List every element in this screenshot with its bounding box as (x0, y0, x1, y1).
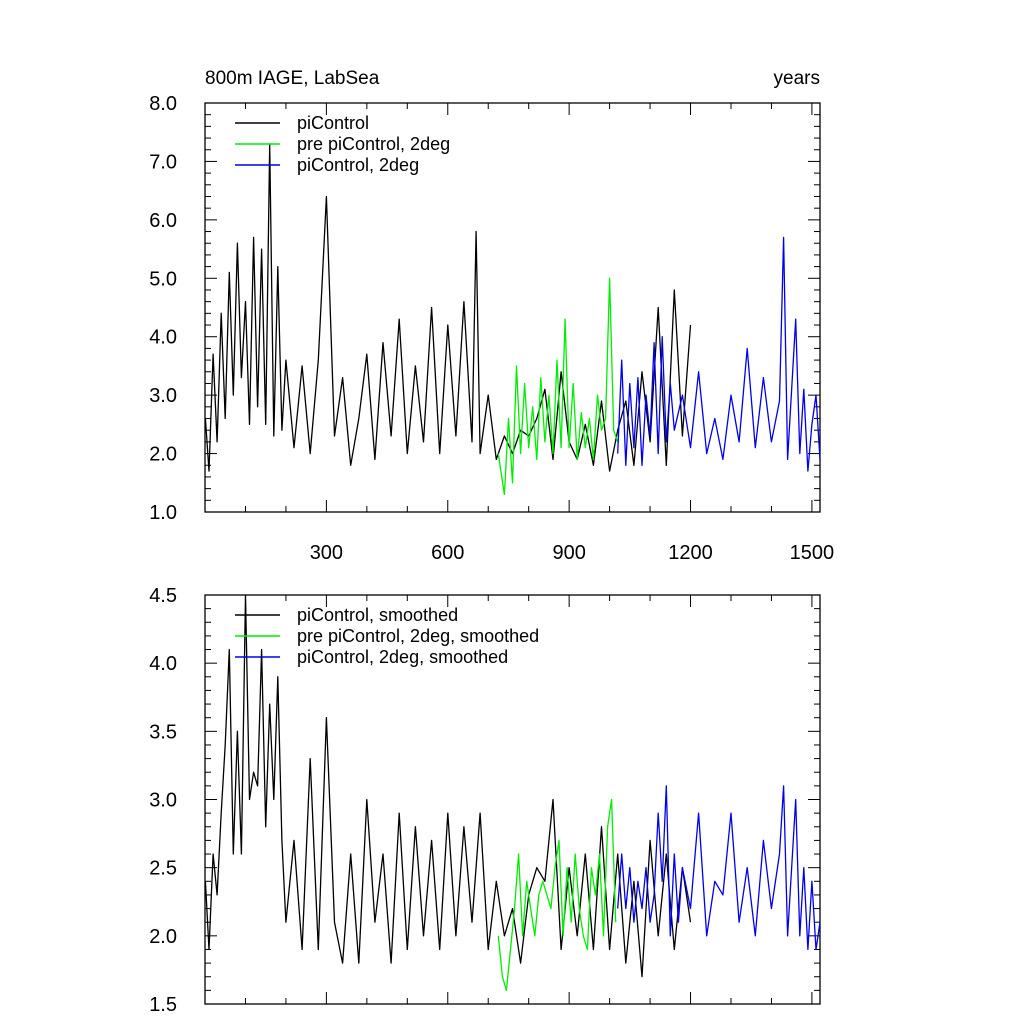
x-tick-label: 1200 (668, 542, 713, 564)
y-tick-label: 2.0 (149, 926, 177, 948)
y-tick-label: 6.0 (149, 210, 177, 232)
legend-label-3: piControl, 2deg (297, 155, 419, 175)
y-tick-label: 2.0 (149, 444, 177, 466)
series-line-1 (204, 143, 692, 472)
x-tick-label: 1500 (790, 542, 835, 564)
series-line-2 (497, 798, 617, 992)
y-tick-label: 4.5 (149, 585, 177, 607)
bottom-panel: 1.5 2.0 2.5 3.0 3.5 4.0 4.5 piControl, smoothe… (149, 585, 821, 1016)
y-tick-label: 5.0 (149, 268, 177, 290)
bottom-panel-ticks: 1.5 2.0 2.5 3.0 3.5 4.0 4.5 (149, 585, 820, 1016)
y-tick-label: 3.0 (149, 385, 177, 407)
top-panel-title: 800m IAGE, LabSea (205, 68, 380, 89)
y-tick-label: 4.0 (149, 327, 177, 349)
top-panel-frame (204, 102, 821, 513)
x-tick-label: 900 (552, 542, 585, 564)
y-tick-label: 3.5 (149, 721, 177, 743)
top-panel-series (204, 143, 821, 496)
top-panel: 800m IAGE, LabSea years 300 600 900 1200 150… (149, 68, 834, 564)
legend-label-3: piControl, 2deg, smoothed (297, 647, 508, 667)
y-tick-label: 3.0 (149, 790, 177, 812)
series-line-2 (497, 277, 619, 496)
y-tick-label: 8.0 (149, 93, 177, 115)
x-tick-label: 300 (310, 542, 343, 564)
top-panel-title-right: years (774, 68, 820, 89)
y-tick-label: 1.0 (149, 502, 177, 524)
y-tick-label: 1.5 (149, 994, 177, 1016)
legend-label-1: piControl (297, 113, 369, 133)
y-tick-label: 2.5 (149, 858, 177, 880)
legend-label-1: piControl, smoothed (297, 605, 458, 625)
x-tick-label: 600 (431, 542, 464, 564)
series-line-3 (617, 785, 821, 951)
top-panel-ticks: 300 600 900 1200 1500 1.0 2.0 3.0 4.0 5.0 6.0 7.0 8.… (149, 93, 834, 564)
series-line-1 (204, 594, 692, 978)
y-tick-label: 4.0 (149, 653, 177, 675)
y-tick-label: 7.0 (149, 151, 177, 173)
bottom-panel-series (204, 594, 821, 992)
legend-label-2: pre piControl, 2deg (297, 134, 450, 154)
legend-label-2: pre piControl, 2deg, smoothed (297, 626, 539, 646)
series-line-3 (617, 236, 821, 472)
